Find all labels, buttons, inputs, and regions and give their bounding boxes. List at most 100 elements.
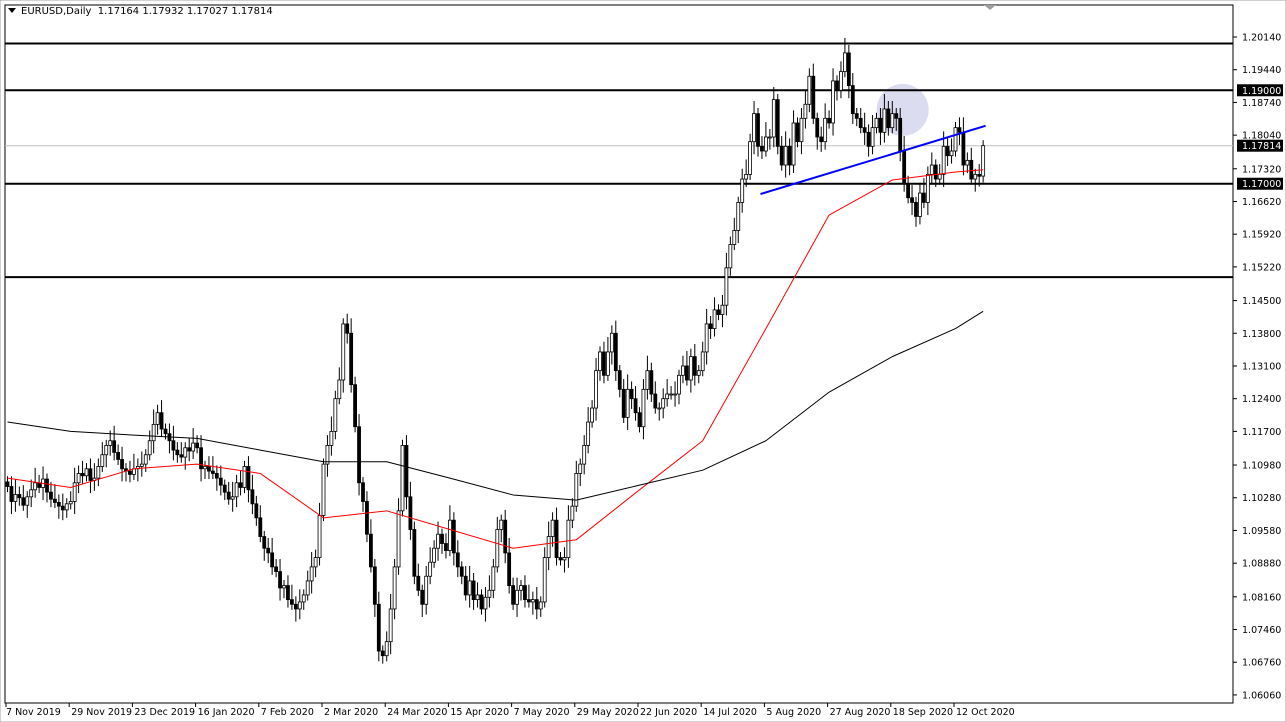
candle-body (894, 113, 899, 119)
candle-body (5, 481, 10, 487)
candle-body (305, 580, 310, 596)
candle-body (511, 585, 516, 605)
y-tick-label: 1.12400 (1242, 394, 1281, 405)
x-tick-label: 12 Oct 2020 (956, 707, 1015, 718)
candle-body (432, 547, 437, 563)
candle-body (384, 641, 389, 657)
symbol-timeframe: EURUSD,Daily (21, 6, 92, 17)
candle-body (420, 589, 425, 605)
candle-body (941, 145, 946, 175)
candle-body (282, 585, 286, 589)
y-tick-label: 1.11700 (1242, 427, 1281, 438)
candle-body (799, 117, 804, 143)
candle-body (530, 599, 535, 603)
candle-body (807, 75, 812, 105)
candle-body (570, 505, 575, 521)
candle-body (37, 482, 41, 488)
candle-body (491, 566, 496, 591)
candle-body (412, 529, 417, 577)
candle-body (973, 173, 978, 180)
candle-body (823, 117, 828, 143)
y-tick-label: 1.10980 (1242, 461, 1281, 472)
candle-body (519, 585, 523, 591)
candle-body (961, 131, 966, 166)
candle-body (289, 599, 294, 605)
candle-body (380, 650, 385, 657)
candle-body (858, 117, 863, 129)
candle-body (404, 445, 409, 498)
candle-body (64, 503, 69, 511)
candle-body (400, 445, 405, 512)
candle-body (870, 127, 875, 147)
x-tick-label: 23 Dec 2019 (134, 707, 195, 718)
candle-body (843, 52, 847, 72)
candle-body (945, 145, 950, 157)
candle-body (155, 412, 160, 425)
x-tick-label: 29 Nov 2019 (71, 707, 132, 718)
candle-body (590, 407, 594, 423)
candle-body (226, 491, 231, 500)
candle-body (68, 501, 73, 505)
candle-body (475, 594, 480, 601)
y-tick-label: 1.14500 (1242, 296, 1281, 307)
candle-body (313, 557, 318, 568)
candle-body (139, 463, 144, 467)
candle-body (922, 192, 926, 203)
candle-body (503, 519, 508, 554)
candle-body (440, 533, 444, 544)
candle-body (471, 580, 476, 601)
candle-body (309, 566, 314, 582)
candle-body (815, 117, 820, 138)
candle-body (566, 519, 571, 558)
candle-body (187, 447, 192, 452)
candle-body (487, 589, 492, 598)
candle-body (76, 473, 81, 484)
candle-body (621, 388, 626, 418)
candle-body (965, 159, 970, 166)
candle-body (681, 365, 685, 376)
price-label: 1.19000 (1242, 86, 1281, 97)
x-tick-label: 16 Jan 2020 (198, 707, 255, 718)
candle-body (56, 502, 61, 507)
candle-body (428, 561, 433, 577)
candle-body (550, 519, 555, 537)
candle-body (210, 470, 215, 474)
candle-body (728, 244, 733, 269)
candle-body (13, 494, 18, 502)
candle-body (88, 468, 93, 481)
candle-body (574, 473, 579, 507)
dropdown-triangle-icon[interactable] (8, 8, 16, 13)
candle-body (278, 571, 282, 589)
candle-body (523, 585, 527, 601)
candle-body (657, 407, 662, 410)
candle-body (455, 552, 460, 568)
candle-body (613, 332, 618, 372)
candle-body (159, 412, 164, 430)
candle-body (760, 145, 764, 152)
candle-body (365, 501, 369, 535)
candle-body (811, 75, 816, 119)
y-tick-label: 1.06760 (1242, 658, 1281, 669)
candle-body (732, 230, 737, 245)
chart-shift-icon (984, 5, 996, 10)
candle-body (254, 503, 259, 519)
y-tick-label: 1.16620 (1242, 197, 1281, 208)
candle-body (716, 309, 721, 315)
candle-body (207, 466, 211, 472)
candle-body (744, 173, 749, 180)
y-tick-label: 1.13100 (1242, 361, 1281, 372)
candle-body (542, 557, 547, 603)
candle-body (171, 440, 176, 451)
candle-body (191, 442, 196, 452)
candle-body (242, 466, 247, 488)
candle-body (80, 473, 85, 477)
candle-body (266, 547, 271, 554)
candle-body (17, 494, 22, 499)
y-tick-label: 1.06060 (1242, 690, 1281, 701)
candle-body (301, 594, 306, 603)
candle-body (554, 519, 559, 558)
y-tick-label: 1.20140 (1242, 33, 1281, 44)
y-tick-label: 1.15920 (1242, 230, 1281, 241)
candle-body (459, 566, 464, 577)
